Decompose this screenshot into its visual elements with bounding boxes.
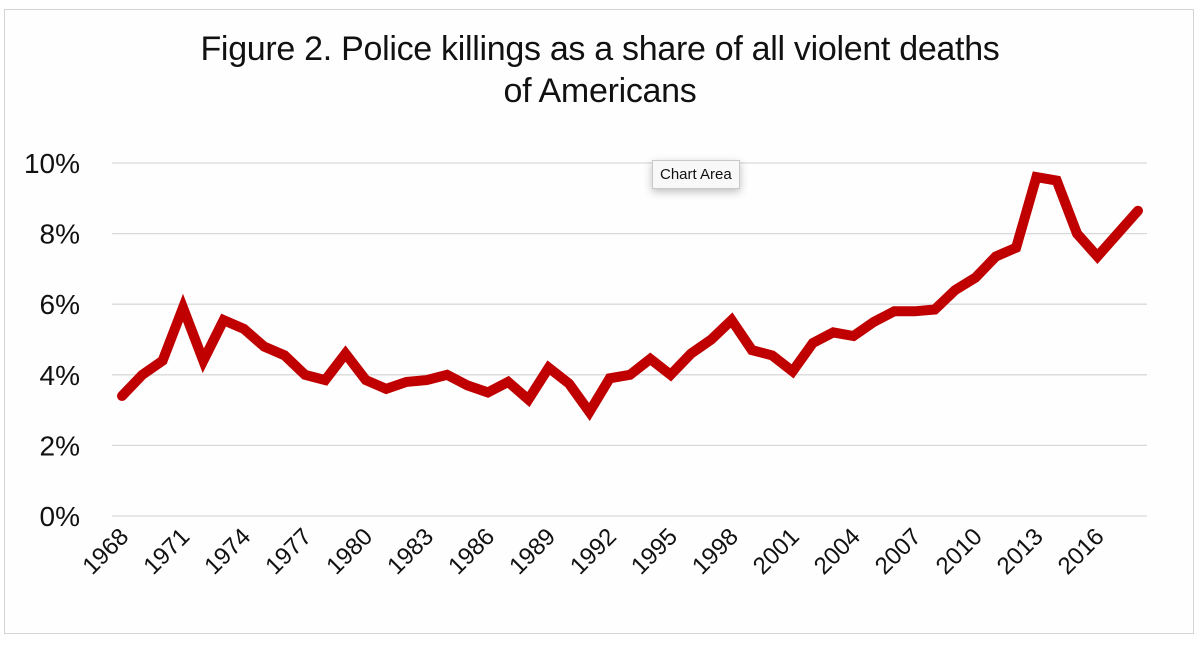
x-tick-label: 2004 xyxy=(809,523,866,580)
x-tick-label: 2007 xyxy=(870,523,927,580)
x-axis-tick-labels: 1968 1971 1974 1977 1980 1983 1986 1989 1992 1995… xyxy=(77,523,1109,580)
series-line[interactable] xyxy=(117,171,1143,421)
y-axis-tick-labels: 0% 2% 4% 6% 8% 10% xyxy=(24,148,80,532)
x-tick-label: 1992 xyxy=(565,523,622,580)
y-tick-label: 10% xyxy=(24,148,80,179)
y-tick-label: 6% xyxy=(40,289,80,320)
chart-area-tooltip: Chart Area xyxy=(652,160,740,189)
y-tick-label: 2% xyxy=(40,430,80,461)
x-tick-label: 2016 xyxy=(1053,523,1110,580)
gridlines xyxy=(112,162,1147,517)
x-tick-label: 2013 xyxy=(992,523,1049,580)
x-tick-label: 1998 xyxy=(687,523,744,580)
y-tick-label: 0% xyxy=(40,501,80,532)
y-tick-label: 8% xyxy=(40,219,80,250)
chart-title-line-2: of Americans xyxy=(503,72,697,110)
x-tick-label: 1974 xyxy=(199,523,256,580)
chart-area[interactable] xyxy=(4,9,1194,634)
series-group xyxy=(117,171,1143,421)
x-tick-label: 1989 xyxy=(504,523,561,580)
x-tick-label: 1986 xyxy=(443,523,500,580)
x-tick-label: 2001 xyxy=(748,523,805,580)
y-tick-label: 4% xyxy=(40,360,80,391)
x-tick-label: 1971 xyxy=(138,523,195,580)
chart-title-line-1: Figure 2. Police killings as a share of … xyxy=(200,30,1000,68)
x-tick-label: 1968 xyxy=(77,523,134,580)
x-tick-label: 2010 xyxy=(931,523,988,580)
x-tick-label: 1995 xyxy=(626,523,683,580)
x-tick-label: 1983 xyxy=(382,523,439,580)
x-tick-label: 1977 xyxy=(260,523,317,580)
chart-title: Figure 2. Police killings as a share of … xyxy=(0,28,1200,112)
x-tick-label: 1980 xyxy=(321,523,378,580)
